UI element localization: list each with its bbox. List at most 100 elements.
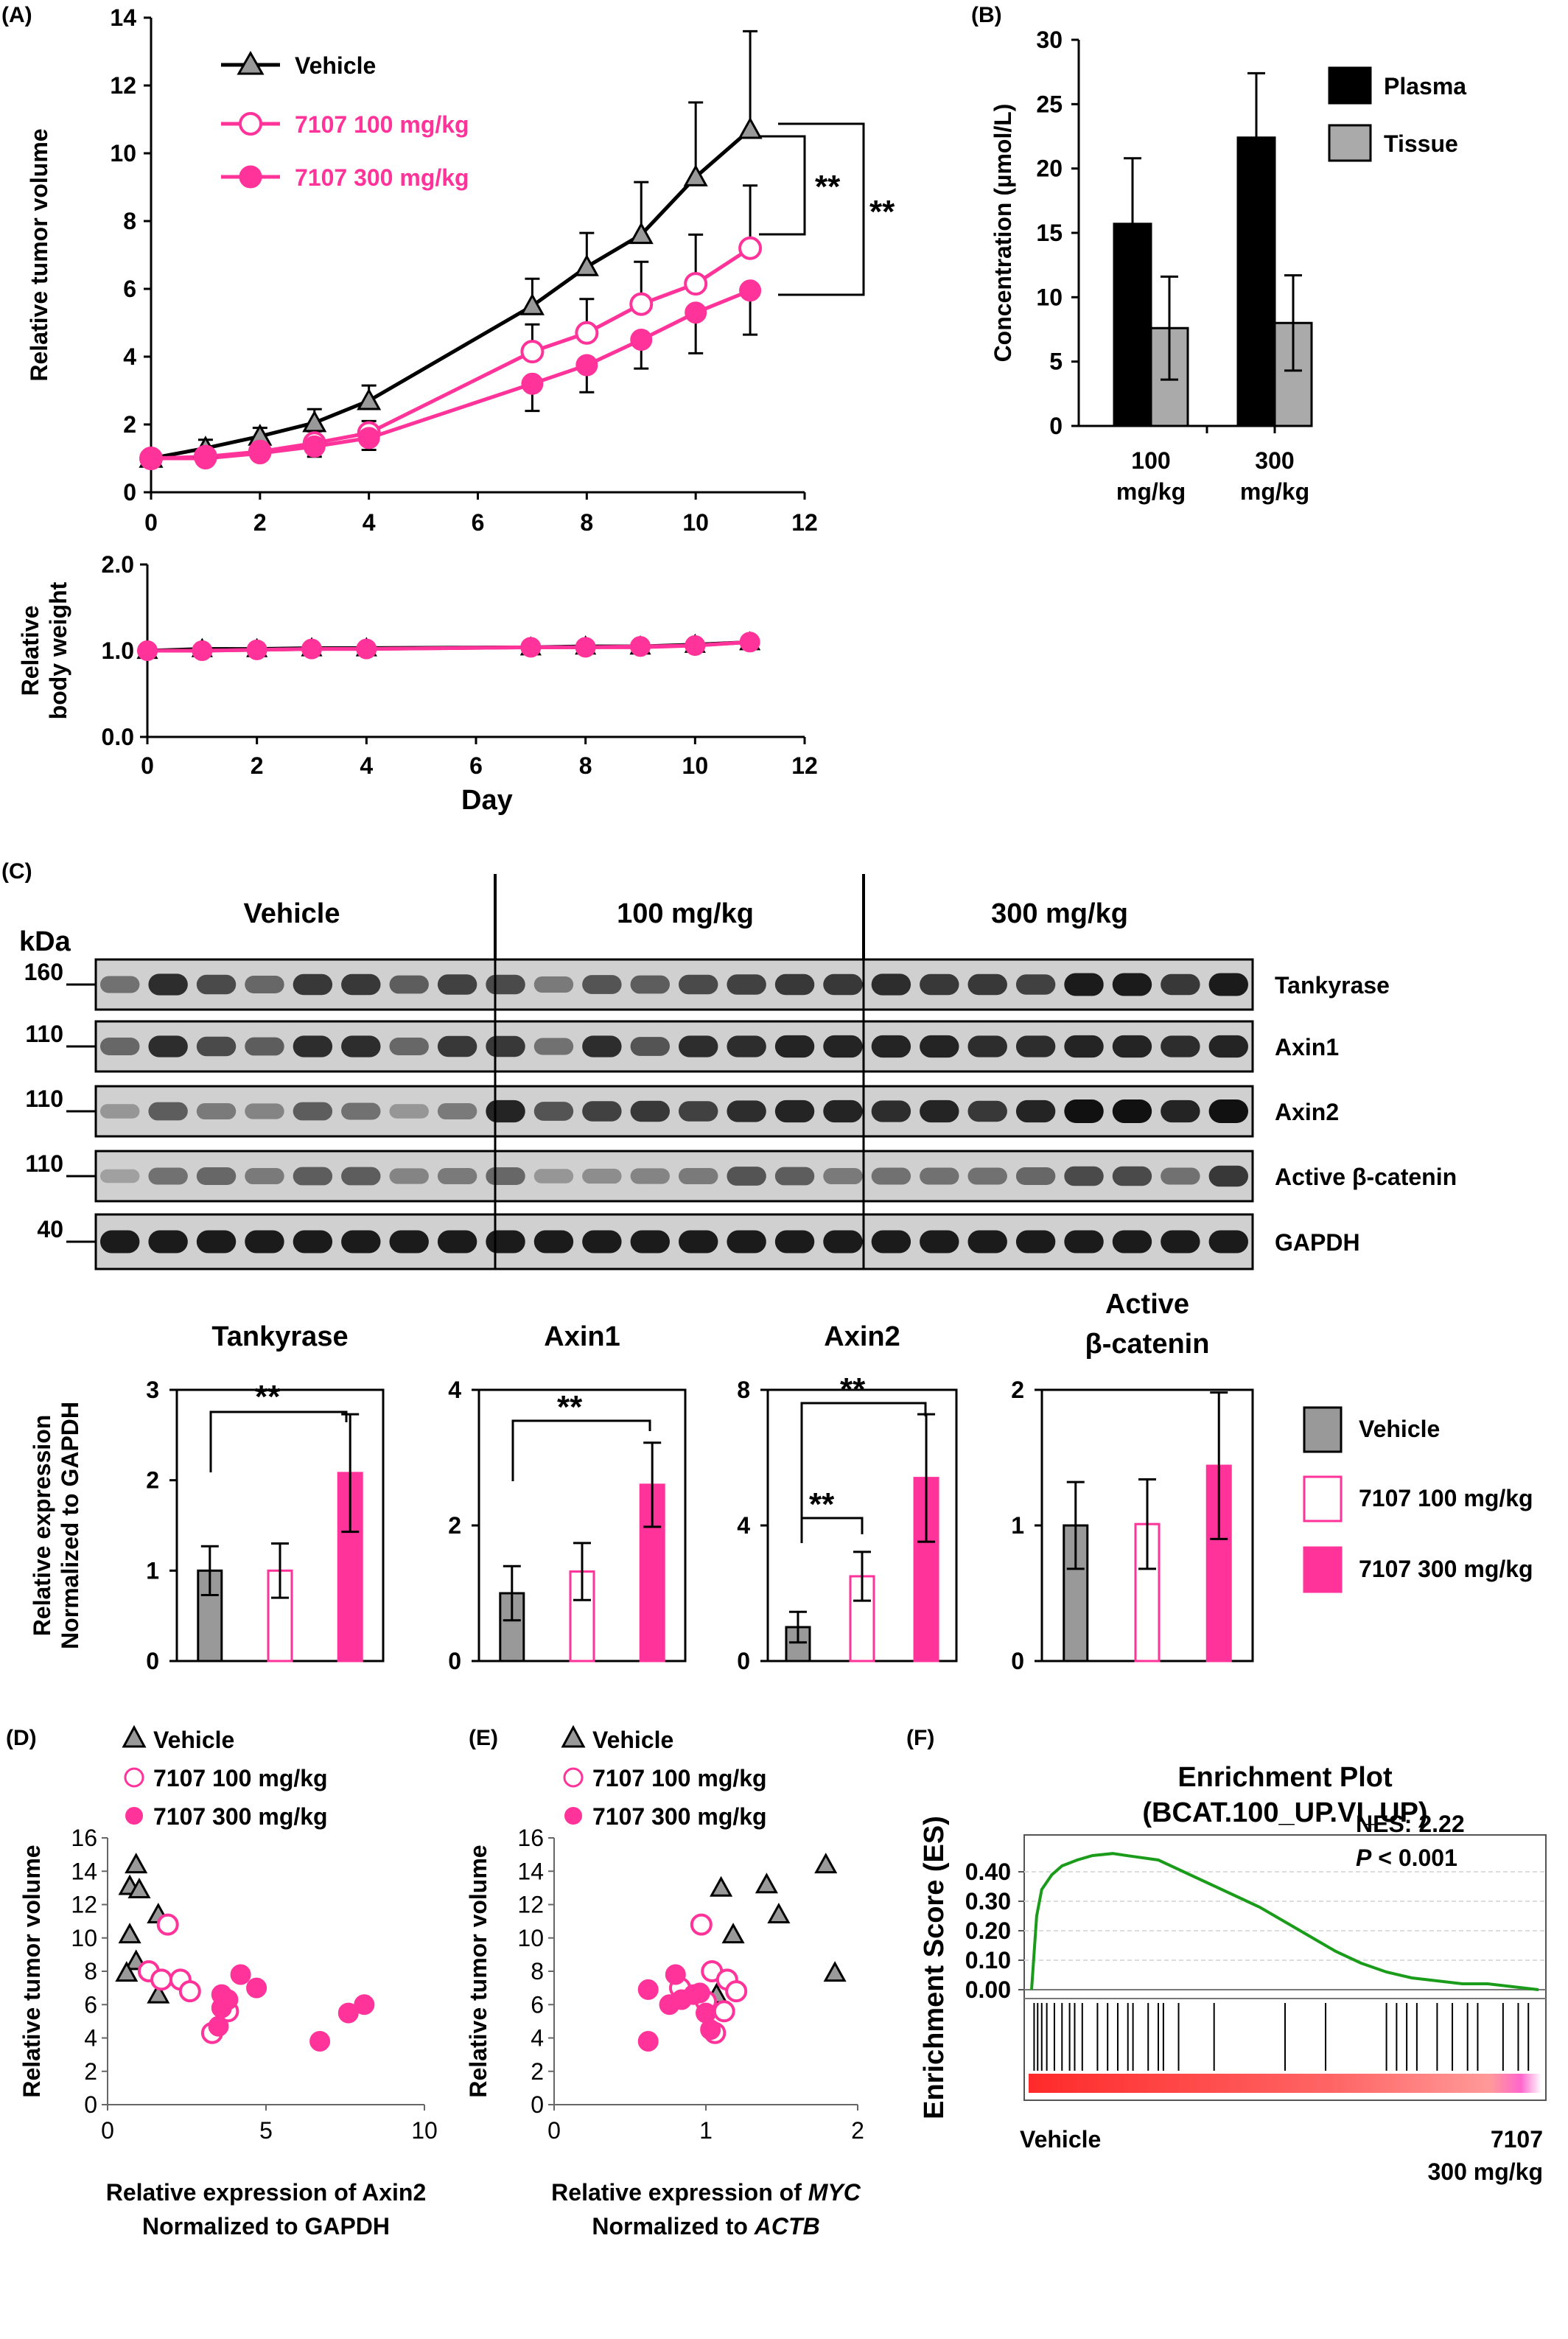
x-tick-label: 6 [469,752,483,779]
subplot-title-line1: Active [1105,1289,1189,1320]
blot-band [148,1230,188,1254]
panel-c-quant-charts: Relative expression Normalized to GAPDH 0 1… [29,1289,1254,1674]
axis-label-part: ACTB [754,2213,820,2240]
blot-band [1208,1230,1248,1254]
blot-band [100,1230,140,1254]
blot-band [389,1038,429,1055]
blot-band [1161,1099,1200,1123]
gsea-title-line2: (BCAT.100_UP.VI_UP) [1142,1797,1427,1828]
panel-a-bodyweight-chart: 0.0 1.0 2.0 0 2 4 6 8 10 12 Day Relative body weight [17,551,818,816]
data-point [194,447,217,469]
blot-band [967,973,1007,996]
subplot-title: Axin2 [824,1321,900,1352]
blot-band [293,1035,333,1057]
blot-band [823,973,863,996]
blot-band [533,1230,574,1254]
panel-a-legend: Vehicle 7107 100 mg/kg 7107 300 mg/kg [221,50,469,191]
blot-band [1161,973,1200,996]
quant-subplot: 0 2 4 Axin1 [448,1321,687,1674]
legend-e-100: 7107 100 mg/kg [592,1765,767,1791]
blot-band [196,1167,237,1185]
scatter-point [713,2000,735,2023]
blot-band [486,1035,525,1057]
blot-band [871,973,911,996]
x-tick-label: 1 [699,2117,713,2144]
scatter-point [246,1977,267,1999]
legend-d-100-marker [124,1767,144,1788]
blot-band [1208,1035,1248,1058]
panel-a-significance: ** ** [759,122,895,296]
blot-band [1015,1099,1056,1123]
y-tick-label: 2 [123,411,136,438]
blot-band [1064,1099,1104,1123]
panel-c-legend: Vehicle 7107 100 mg/kg 7107 300 mg/kg [1303,1406,1533,1593]
x-tick-label: 2 [851,2117,864,2144]
x-tick-label: 10 [411,2117,438,2144]
blot-band [389,1230,429,1254]
blot-band-name: Tankyrase [1275,972,1390,999]
panel-label-a: (A) [1,3,32,27]
blot-band [727,1100,766,1122]
blot-band [582,1230,622,1254]
blot-band [437,1102,477,1120]
scatter-point [115,1961,139,1982]
x-tick-label: 6 [472,509,485,536]
blot-strip [94,1213,1254,1270]
scatter-point [689,1982,710,2004]
x-tick-label: 4 [363,509,376,536]
blot-band [1064,973,1104,996]
blot-band [1161,1167,1200,1185]
y-tick-label: 10 [1036,284,1063,310]
legend-e-vehicle: Vehicle [592,1727,673,1753]
blot-kda-label: kDa [19,926,71,957]
blot-band [967,1167,1007,1185]
data-point [302,639,321,659]
legend-e-300: 7107 300 mg/kg [592,1803,767,1830]
x-tick-label: 12 [791,509,818,536]
panel-f-gsea: Enrichment Plot (BCAT.100_UP.VI_UP) 0.00 0.… [919,1762,1547,2185]
blot-band [245,976,284,993]
y-tick-label: 2 [84,2058,97,2085]
y-tick-label: 0.00 [965,1976,1011,2003]
series-line [150,127,752,461]
y-tick-label: 6 [84,1991,97,2018]
blot-band [148,1102,188,1121]
blot-band [774,1230,815,1254]
x-tick-label: 0 [547,2117,561,2144]
data-point [574,254,599,276]
blot-strip [94,1150,1254,1203]
legend-vehicle: Vehicle [295,52,376,79]
data-point [303,435,326,458]
blot-band [774,1035,815,1058]
blot-band [1161,1035,1200,1057]
blot-band [196,974,237,995]
blot-band [920,1035,959,1058]
data-point [575,321,599,345]
gsea-x-right-label-line2: 300 mg/kg [1427,2158,1543,2185]
blot-band [341,1102,381,1120]
y-tick-label: 2.0 [102,551,134,578]
blot-band [727,974,766,995]
y-axis-label-line2: body weight [45,581,71,719]
data-point [248,442,271,465]
x-tick-label: 2 [253,509,267,536]
legend-e-100-marker [563,1767,584,1788]
legend-swatch [1328,66,1372,105]
legend-c-100: 7107 100 mg/kg [1359,1485,1533,1511]
y-axis-label-line2: Normalized to GAPDH [57,1402,83,1649]
blot-band-name: GAPDH [1275,1229,1360,1256]
blot-band [920,1099,959,1123]
data-point [357,388,382,410]
panel-c-western-blot: 160 Tankyrase 110 Axin1 110 Axin2 110 Active β-… [24,958,1457,1270]
blot-band [148,1035,188,1057]
legend-c-300: 7107 300 mg/kg [1359,1556,1533,1582]
y-tick-label: 0 [448,1648,461,1674]
blot-band [293,1230,333,1254]
sig-stars-300: ** [869,194,895,230]
kda-label: 110 [25,1085,63,1112]
category-label-line1: 100 [1131,447,1170,474]
blot-band [1015,1230,1056,1254]
legend-marker-100 [239,112,262,136]
y-tick-label: 0 [737,1648,750,1674]
